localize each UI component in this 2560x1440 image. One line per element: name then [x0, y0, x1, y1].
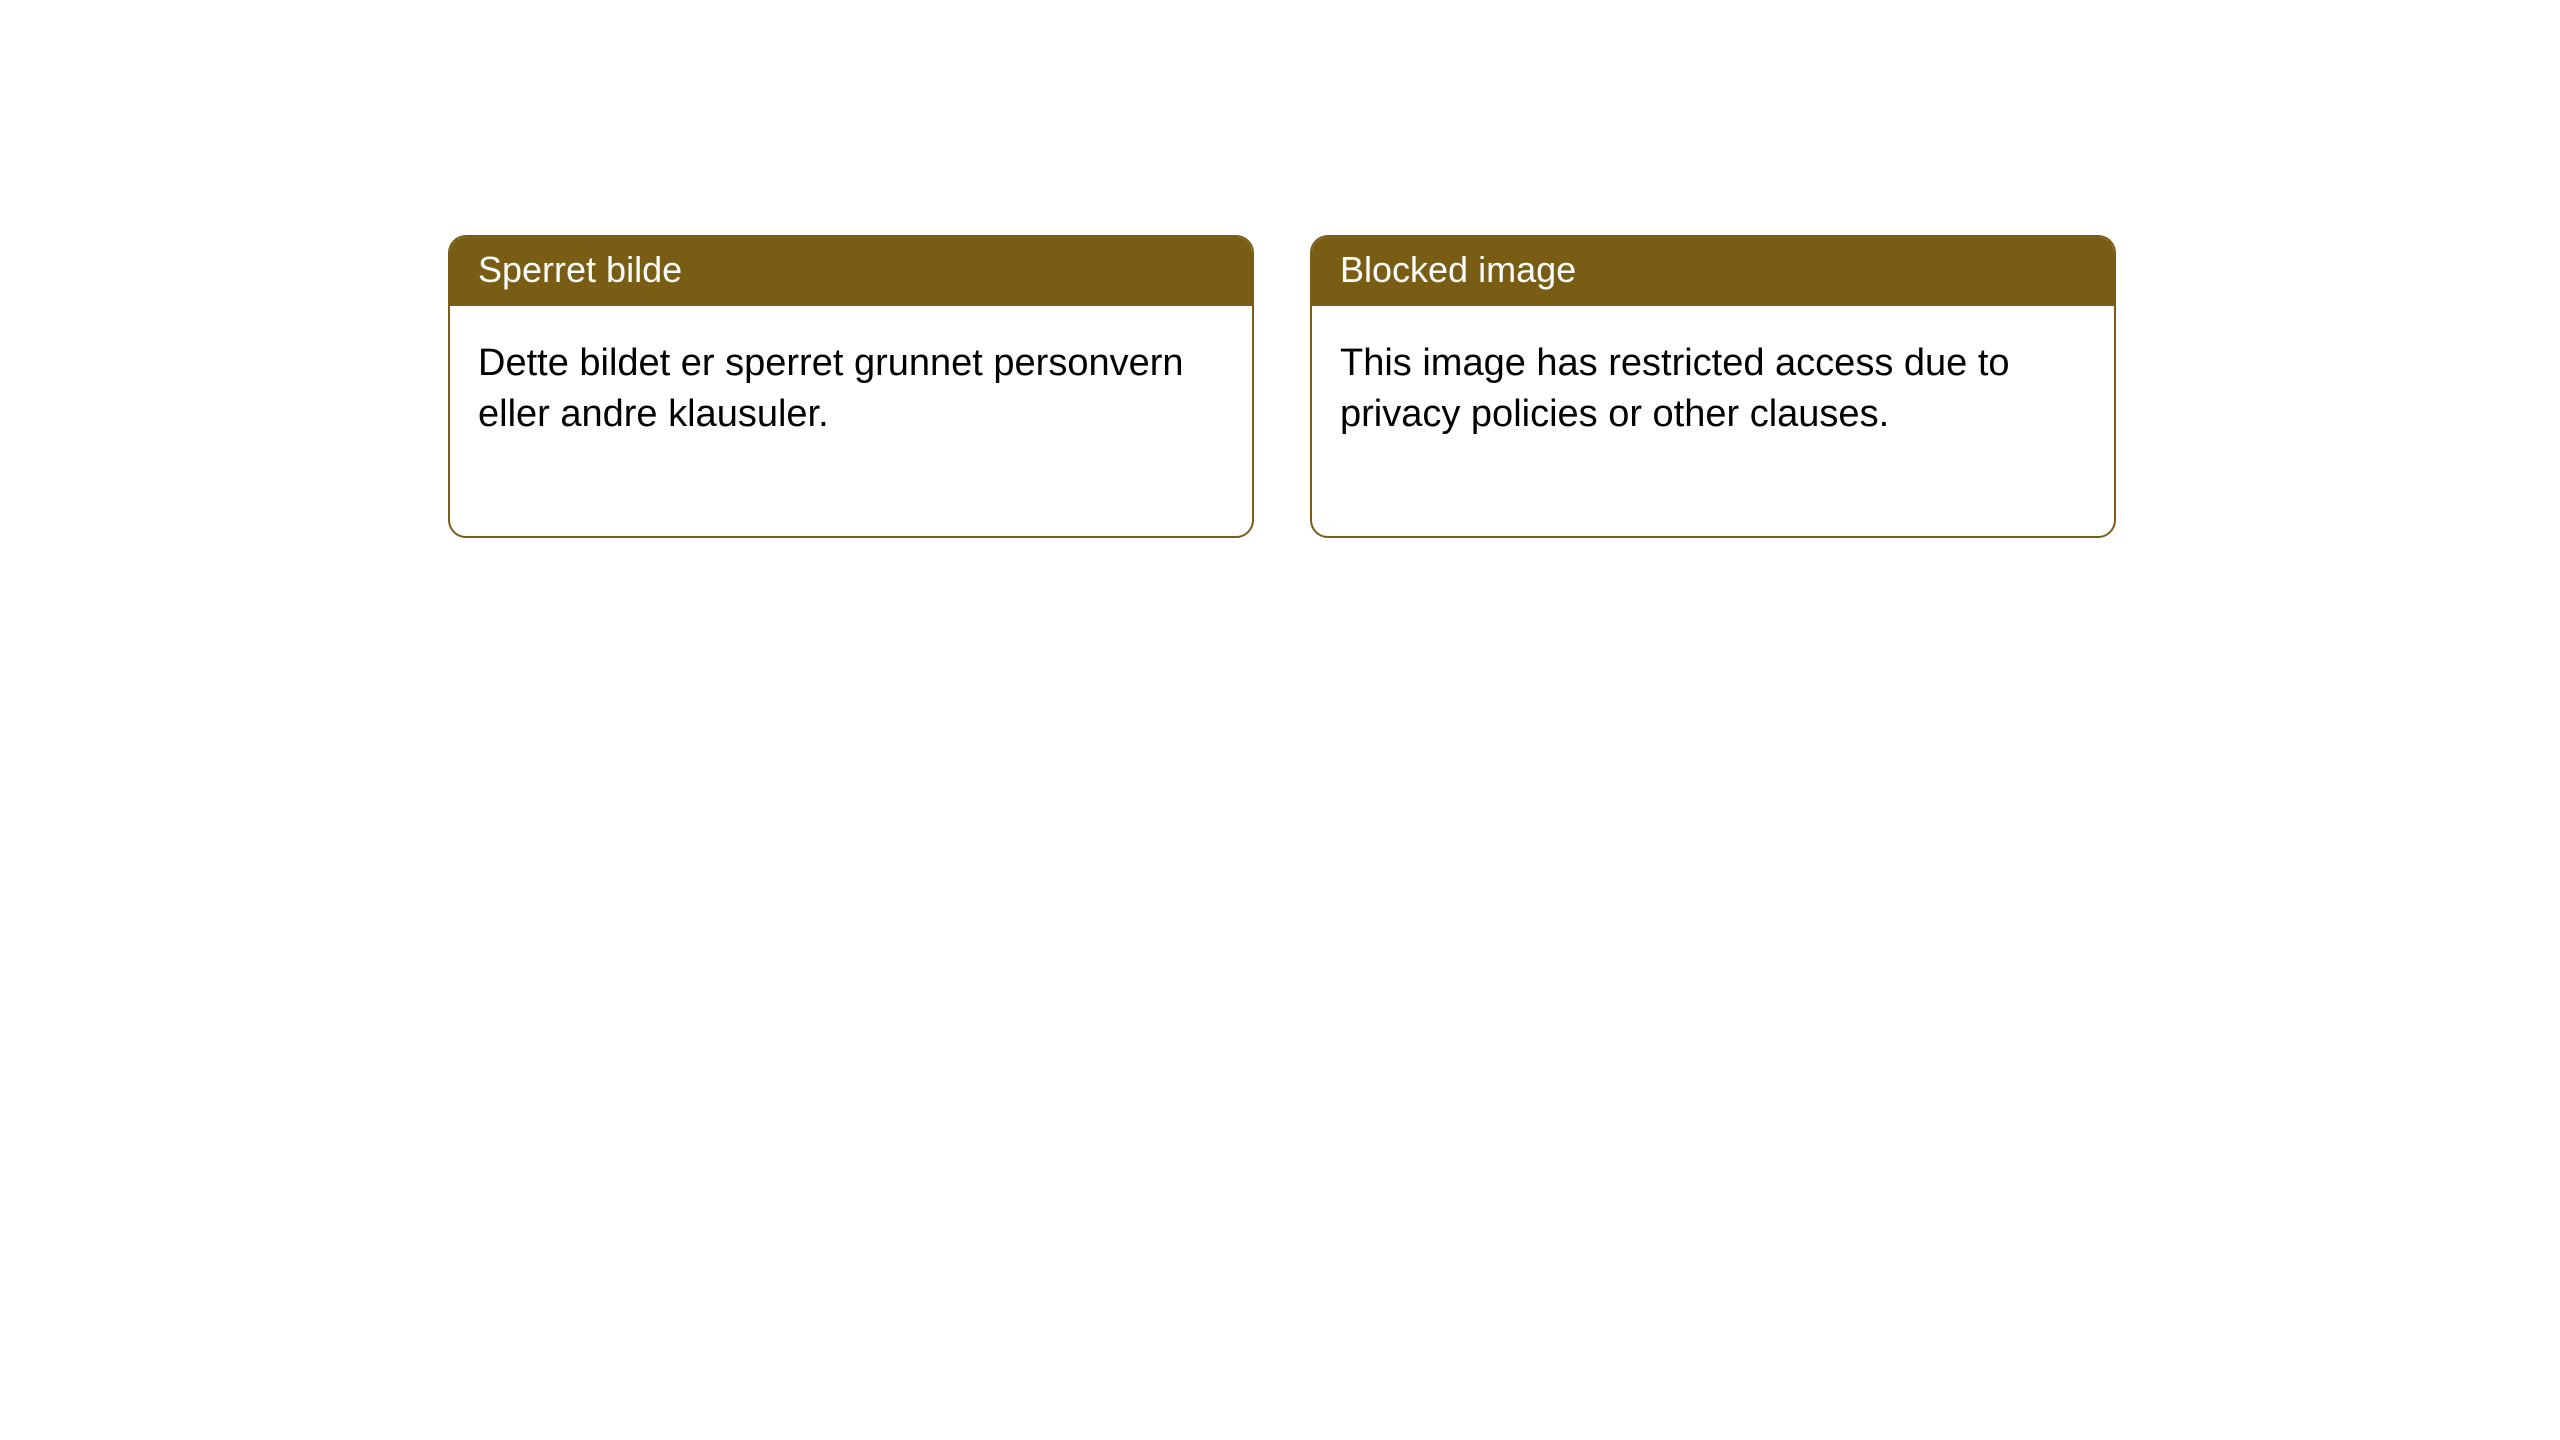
notice-card-english: Blocked image This image has restricted …	[1310, 235, 2116, 538]
notice-card-norwegian: Sperret bilde Dette bildet er sperret gr…	[448, 235, 1254, 538]
notice-header-english: Blocked image	[1312, 237, 2114, 306]
notice-container: Sperret bilde Dette bildet er sperret gr…	[448, 235, 2116, 538]
notice-body-english: This image has restricted access due to …	[1312, 306, 2114, 537]
notice-header-norwegian: Sperret bilde	[450, 237, 1252, 306]
notice-body-norwegian: Dette bildet er sperret grunnet personve…	[450, 306, 1252, 537]
